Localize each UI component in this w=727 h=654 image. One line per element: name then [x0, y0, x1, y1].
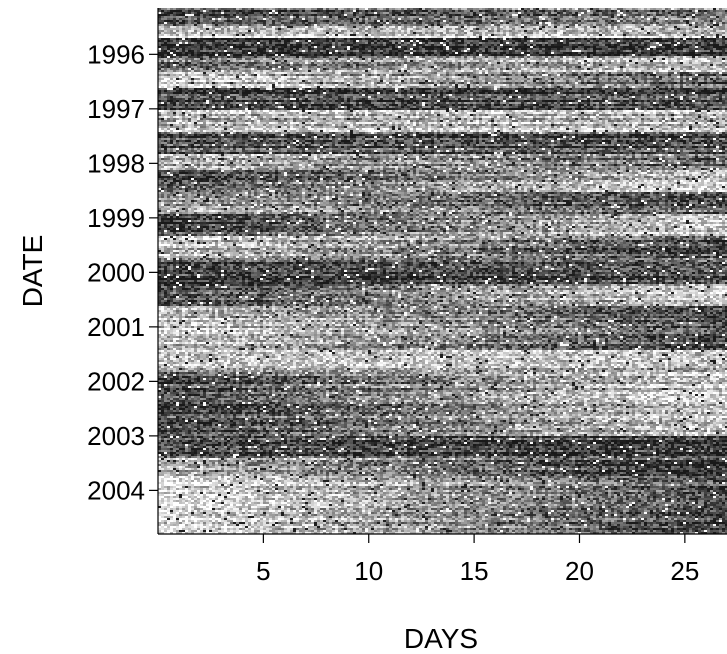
x-axis-title: DAYS: [404, 623, 478, 654]
y-tick-label: 2002: [87, 366, 145, 396]
x-tick-label: 5: [256, 556, 270, 586]
y-tick-label: 1996: [87, 39, 145, 69]
y-axis-title: DATE: [17, 235, 48, 308]
x-tick-label: 20: [565, 556, 594, 586]
y-tick-label: 2003: [87, 421, 145, 451]
x-tick-label: 15: [460, 556, 489, 586]
x-axis: 5 10 15 20 25: [158, 533, 727, 586]
y-tick-label: 1998: [87, 148, 145, 178]
y-tick-label: 2001: [87, 312, 145, 342]
heatmap-plot-area: [158, 8, 727, 534]
y-tick-label: 1997: [87, 94, 145, 124]
y-tick-label: 2000: [87, 257, 145, 287]
x-tick-label: 25: [670, 556, 699, 586]
x-tick-label: 10: [354, 556, 383, 586]
y-tick-label: 1999: [87, 203, 145, 233]
y-tick-label: 2004: [87, 475, 145, 505]
y-axis: 1996 1997 1998 1999 2000 2001 2002 2003 2004: [87, 8, 159, 534]
